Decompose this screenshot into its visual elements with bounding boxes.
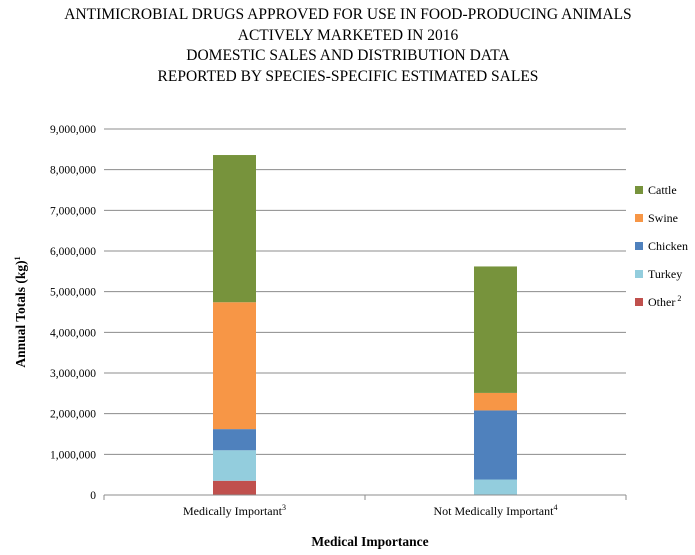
legend-label-cattle: Cattle (648, 183, 677, 197)
legend-swatch-chicken (635, 242, 643, 250)
bars (213, 155, 517, 495)
gridlines (104, 128, 626, 455)
bar-segment-turkey (474, 479, 517, 495)
legend-swatch-cattle (635, 186, 643, 194)
legend: Cattle Swine Chicken Turkey Other 2 (635, 183, 688, 309)
bar-segment-chicken (213, 429, 256, 451)
chart-title-line: DOMESTIC SALES AND DISTRIBUTION DATA (186, 47, 510, 64)
bar-segment-cattle (474, 266, 517, 393)
legend-swatch-other (635, 298, 643, 306)
y-tick-label: 5,000,000 (50, 287, 96, 299)
chart-title-line: REPORTED BY SPECIES-SPECIFIC ESTIMATED S… (158, 68, 539, 85)
x-axis-title: Medical Importance (311, 534, 428, 549)
chart-title-line: ACTIVELY MARKETED IN 2016 (238, 27, 459, 44)
chart-title-line: ANTIMICROBIAL DRUGS APPROVED FOR USE IN … (64, 6, 631, 23)
x-category-label: Not Medically Important4 (434, 503, 558, 518)
x-category-label: Medically Important3 (183, 503, 286, 518)
legend-label-swine: Swine (648, 211, 678, 225)
bar-segment-swine (213, 302, 256, 430)
y-tick-label: 7,000,000 (50, 205, 96, 217)
y-tick-label: 3,000,000 (50, 368, 96, 380)
x-axis (103, 494, 627, 500)
y-tick-label: 9,000,000 (50, 124, 96, 136)
y-tick-label: 4,000,000 (50, 327, 96, 339)
bar-segment-cattle (213, 155, 256, 303)
legend-label-chicken: Chicken (648, 239, 688, 253)
y-axis-title: Annual Totals (kg)1 (13, 256, 28, 367)
bar-segment-chicken (474, 410, 517, 480)
y-tick-label: 1,000,000 (50, 449, 96, 461)
legend-swatch-turkey (635, 270, 643, 278)
y-tick-label: 6,000,000 (50, 246, 96, 258)
legend-swatch-swine (635, 214, 643, 222)
chart-title: ANTIMICROBIAL DRUGS APPROVED FOR USE IN … (64, 6, 631, 85)
bar-segment-swine (474, 392, 517, 411)
bar-segment-turkey (213, 450, 256, 481)
legend-label-other: Other 2 (648, 294, 681, 309)
y-axis-ticks: 0 1,000,000 2,000,000 3,000,000 4,000,000 5,0… (50, 124, 96, 502)
y-tick-label: 2,000,000 (50, 409, 96, 421)
legend-label-turkey: Turkey (648, 267, 682, 281)
y-tick-label: 0 (90, 490, 96, 502)
x-axis-categories: Medically Important3 Not Medically Import… (183, 503, 557, 518)
bar-segment-other (213, 480, 256, 495)
y-tick-label: 8,000,000 (50, 165, 96, 177)
